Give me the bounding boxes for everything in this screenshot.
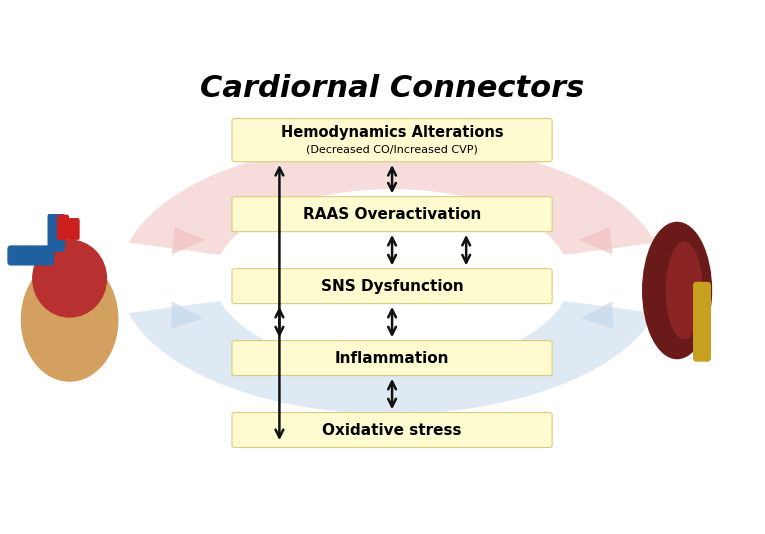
- Polygon shape: [129, 142, 656, 255]
- Ellipse shape: [33, 240, 106, 317]
- Text: (Decreased CO/Increased CVP): (Decreased CO/Increased CVP): [306, 144, 478, 154]
- FancyBboxPatch shape: [57, 215, 68, 239]
- Text: Hemodynamics Alterations: Hemodynamics Alterations: [281, 125, 503, 140]
- FancyBboxPatch shape: [232, 197, 552, 232]
- Polygon shape: [579, 227, 613, 255]
- Text: Oxidative stress: Oxidative stress: [322, 422, 462, 437]
- Polygon shape: [171, 301, 203, 329]
- FancyBboxPatch shape: [8, 246, 54, 265]
- Text: Inflammation: Inflammation: [335, 351, 449, 366]
- FancyBboxPatch shape: [232, 413, 552, 447]
- FancyBboxPatch shape: [48, 214, 64, 251]
- Polygon shape: [129, 301, 656, 414]
- FancyBboxPatch shape: [232, 119, 552, 162]
- FancyBboxPatch shape: [232, 269, 552, 304]
- Polygon shape: [171, 227, 205, 255]
- FancyBboxPatch shape: [694, 282, 710, 361]
- Ellipse shape: [643, 222, 711, 359]
- FancyBboxPatch shape: [232, 341, 552, 375]
- Ellipse shape: [21, 258, 118, 381]
- Text: SNS Dysfunction: SNS Dysfunction: [321, 279, 464, 294]
- FancyBboxPatch shape: [68, 219, 79, 239]
- Polygon shape: [581, 301, 613, 329]
- Text: Cardiornal Connectors: Cardiornal Connectors: [200, 74, 584, 104]
- Ellipse shape: [666, 242, 702, 339]
- Text: RAAS Overactivation: RAAS Overactivation: [303, 207, 481, 222]
